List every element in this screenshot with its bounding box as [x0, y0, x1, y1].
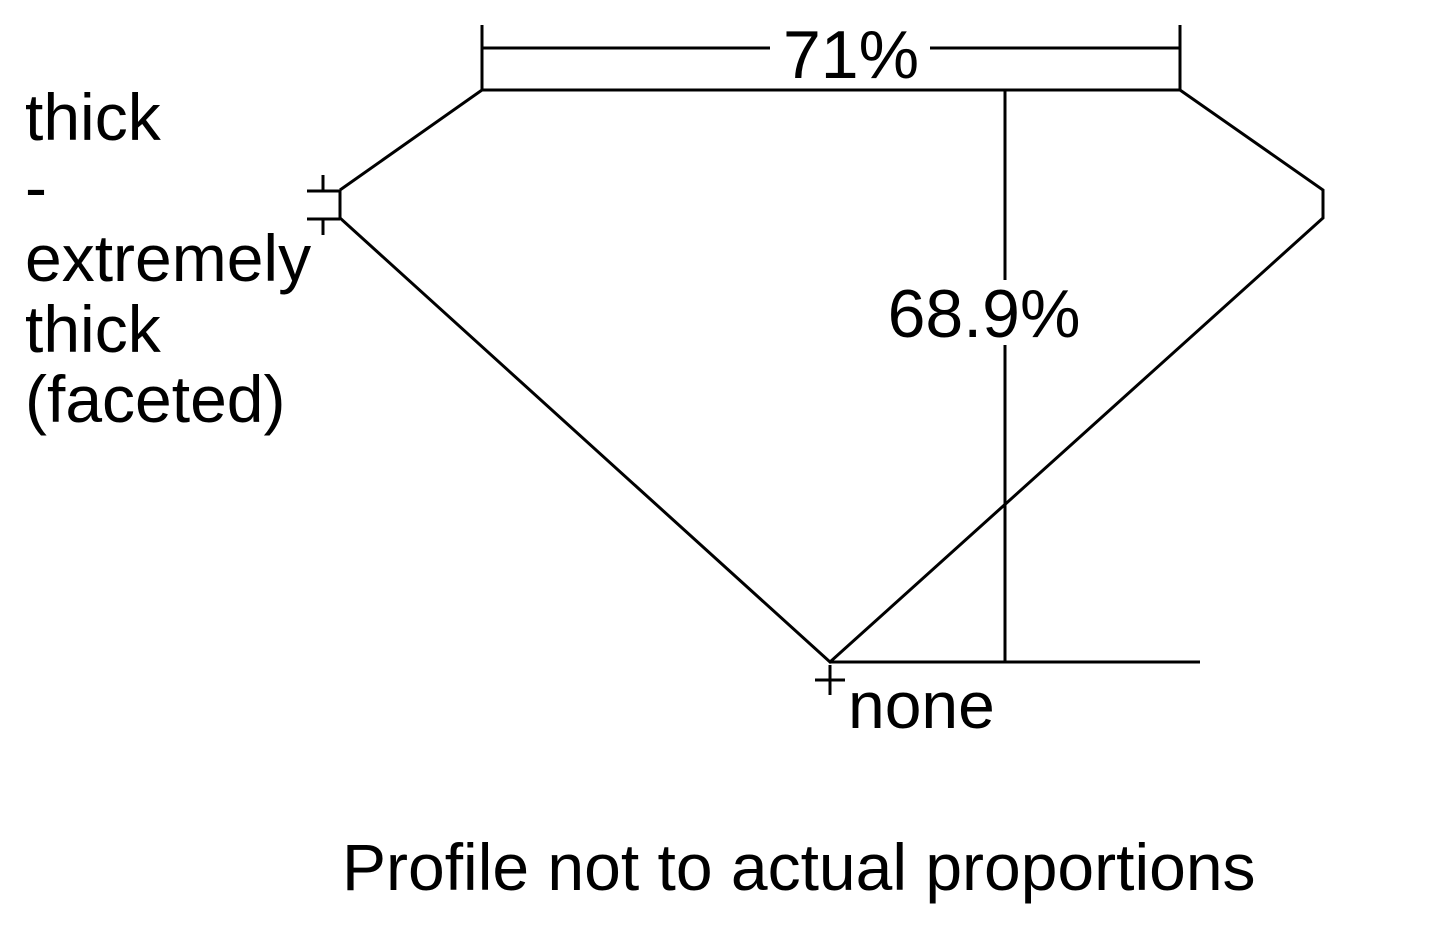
culet-label: none [848, 668, 995, 742]
girdle-markers [307, 175, 340, 235]
culet-marker [815, 665, 845, 695]
footnote: Profile not to actual proportions [342, 830, 1256, 904]
depth-percent-label: 68.9% [888, 276, 1081, 352]
girdle-label-line: thick [25, 80, 162, 154]
girdle-label-line: thick [25, 292, 162, 366]
girdle-label-line: - [25, 150, 47, 224]
depth-dimension: 68.9% [830, 90, 1200, 664]
girdle-label: thick - extremely thick (faceted) [25, 80, 311, 436]
table-percent-label: 71% [783, 17, 919, 93]
table-dimension: 71% [480, 17, 1182, 93]
girdle-label-line: (faceted) [25, 362, 285, 436]
diamond-outline [338, 88, 1325, 665]
girdle-label-line: extremely [25, 221, 311, 295]
